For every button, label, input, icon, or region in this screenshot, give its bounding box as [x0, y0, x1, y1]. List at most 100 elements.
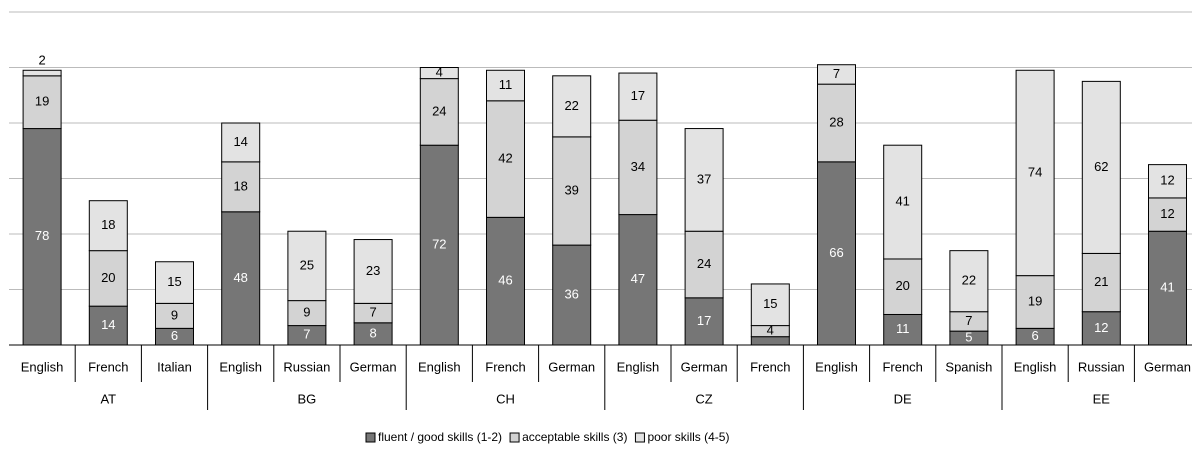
bar-segment — [552, 136, 592, 246]
data-label: 46 — [498, 273, 512, 288]
legend-swatch — [365, 432, 376, 443]
data-label: 28 — [829, 114, 843, 129]
x-tick-label: German — [548, 359, 595, 374]
data-label: 20 — [895, 278, 909, 293]
bar-segment — [155, 302, 194, 329]
data-label: 4 — [767, 323, 774, 338]
x-tick-label: German — [1144, 359, 1191, 374]
data-label: 6 — [171, 328, 178, 343]
bar-segment — [88, 200, 128, 252]
bar-segment — [22, 69, 62, 77]
bar-segment — [1081, 311, 1121, 346]
x-tick-label: German — [681, 359, 728, 374]
bar-segment — [287, 230, 327, 302]
x-tick-label: French — [882, 359, 922, 374]
data-label: 11 — [896, 321, 910, 336]
data-label: 11 — [499, 77, 513, 92]
x-tick-label: English — [617, 359, 660, 374]
x-tick-label: Spanish — [945, 359, 992, 374]
bar-segment — [419, 67, 459, 80]
data-label: 19 — [1028, 293, 1042, 308]
bar-segment — [1148, 164, 1187, 199]
bar-segment — [684, 230, 724, 299]
data-label: 41 — [1160, 280, 1174, 295]
x-tick-label: English — [418, 359, 461, 374]
bar-segment — [883, 144, 923, 260]
data-label: 62 — [1094, 159, 1108, 174]
data-label: 15 — [763, 296, 777, 311]
legend-swatch — [634, 432, 645, 443]
x-tick-label: English — [815, 359, 858, 374]
data-label: 18 — [101, 217, 115, 232]
data-label: 12 — [1160, 206, 1174, 221]
data-label: 66 — [829, 245, 843, 260]
group-label: DE — [894, 391, 912, 406]
data-label: 21 — [1094, 274, 1108, 289]
legend-label: acceptable skills (3) — [522, 430, 627, 444]
data-label: 12 — [1160, 173, 1174, 188]
legend-label: fluent / good skills (1-2) — [378, 430, 502, 444]
bar-segment — [419, 144, 459, 346]
data-label: 39 — [564, 182, 578, 197]
data-label: 7 — [965, 313, 972, 328]
bar-segment — [353, 239, 393, 304]
data-label: 18 — [233, 178, 247, 193]
data-label: 23 — [366, 263, 380, 278]
data-label: 2 — [38, 53, 45, 68]
data-label: 72 — [432, 237, 446, 252]
data-label: 19 — [35, 94, 49, 109]
data-label: 34 — [631, 159, 645, 174]
bar-segment — [1081, 252, 1121, 313]
data-label: 78 — [35, 228, 49, 243]
bar-segment — [155, 261, 194, 304]
bar-segment — [817, 64, 856, 85]
x-tick-label: Russian — [1078, 359, 1125, 374]
x-tick-label: Russian — [283, 359, 330, 374]
bar-segment — [486, 69, 525, 102]
x-tick-label: English — [1014, 359, 1057, 374]
legend-label: poor skills (4-5) — [647, 430, 729, 444]
bar-segment — [22, 128, 62, 346]
data-label: 24 — [697, 256, 711, 271]
bar-segment — [883, 258, 923, 315]
data-label: 14 — [233, 134, 247, 149]
data-label: 25 — [300, 257, 314, 272]
data-label: 15 — [167, 274, 181, 289]
data-label: 9 — [303, 305, 310, 320]
bar-segment — [750, 336, 790, 346]
data-label: 74 — [1028, 164, 1042, 179]
data-label: 42 — [498, 151, 512, 166]
bar-segment — [684, 128, 724, 232]
data-label: 12 — [1094, 320, 1108, 335]
legend-swatch — [509, 432, 520, 443]
group-label: BG — [298, 391, 317, 406]
data-label: 4 — [436, 64, 443, 79]
x-tick-label: French — [750, 359, 790, 374]
x-tick-label: French — [88, 359, 128, 374]
bar-segment — [552, 75, 592, 138]
data-label: 17 — [697, 313, 711, 328]
data-label: 8 — [369, 325, 376, 340]
data-label: 37 — [697, 171, 711, 186]
data-label: 14 — [101, 317, 115, 332]
bar-segment — [618, 72, 658, 121]
bar-segment — [221, 161, 261, 213]
data-label: 22 — [962, 273, 976, 288]
data-label: 9 — [171, 307, 178, 322]
group-label: AT — [100, 391, 116, 406]
data-label: 7 — [833, 66, 840, 81]
x-tick-label: English — [219, 359, 262, 374]
bar-segment — [1015, 69, 1055, 277]
data-label: 7 — [369, 305, 376, 320]
group-label: CH — [496, 391, 515, 406]
bar-segment — [221, 122, 261, 163]
x-tick-label: English — [21, 359, 64, 374]
data-label: 5 — [965, 330, 972, 345]
data-label: 20 — [101, 270, 115, 285]
data-label: 6 — [1031, 328, 1038, 343]
data-label: 48 — [233, 270, 247, 285]
bar-segment — [1015, 275, 1055, 329]
data-label: 24 — [432, 103, 446, 118]
bar-segment — [750, 283, 790, 327]
